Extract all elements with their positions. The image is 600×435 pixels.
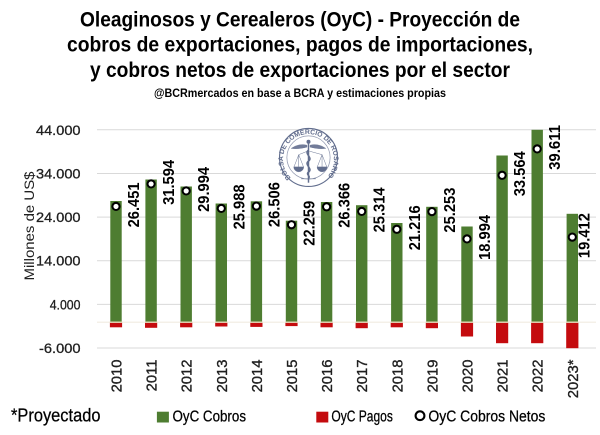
svg-text:22.259: 22.259 <box>302 201 319 246</box>
svg-text:4.000: 4.000 <box>50 297 81 312</box>
svg-text:25.314: 25.314 <box>372 187 389 232</box>
svg-text:2020: 2020 <box>461 360 477 393</box>
svg-text:2015: 2015 <box>285 360 301 393</box>
svg-text:25.253: 25.253 <box>442 188 459 233</box>
svg-text:19.412: 19.412 <box>577 213 594 258</box>
svg-text:Millones de US$: Millones de US$ <box>21 171 37 280</box>
svg-text:18.994: 18.994 <box>477 215 494 260</box>
svg-text:-6.000: -6.000 <box>39 341 81 356</box>
svg-text:14.000: 14.000 <box>36 254 81 269</box>
svg-text:2023*: 2023* <box>566 359 582 398</box>
svg-text:2013: 2013 <box>215 360 231 393</box>
svg-text:2017: 2017 <box>355 360 371 393</box>
svg-text:44.000: 44.000 <box>36 123 81 138</box>
svg-text:2011: 2011 <box>145 360 161 392</box>
svg-text:2022: 2022 <box>531 360 547 393</box>
svg-text:2021: 2021 <box>496 360 512 393</box>
svg-text:26.506: 26.506 <box>266 182 283 227</box>
svg-text:2019: 2019 <box>425 360 441 393</box>
svg-text:31.594: 31.594 <box>161 160 178 205</box>
svg-text:cobros de exportaciones, pagos: cobros de exportaciones, pagos de import… <box>67 34 533 57</box>
svg-text:OyC Cobros Netos: OyC Cobros Netos <box>428 408 545 425</box>
svg-text:26.366: 26.366 <box>337 183 354 228</box>
svg-text:29.994: 29.994 <box>196 167 213 212</box>
svg-text:*Proyectado: *Proyectado <box>11 406 101 426</box>
svg-text:2012: 2012 <box>180 360 196 393</box>
svg-text:34.000: 34.000 <box>36 167 81 182</box>
svg-text:OyC Cobros: OyC Cobros <box>173 408 247 425</box>
svg-text:2010: 2010 <box>110 360 126 393</box>
svg-text:25.988: 25.988 <box>231 184 248 229</box>
svg-text:24.000: 24.000 <box>36 210 81 225</box>
svg-text:21.216: 21.216 <box>407 205 424 250</box>
svg-text:2018: 2018 <box>390 360 406 393</box>
svg-text:2014: 2014 <box>250 360 266 393</box>
svg-text:y cobros netos de exportacione: y cobros netos de exportaciones por el s… <box>90 59 510 82</box>
svg-text:39.611: 39.611 <box>547 125 564 170</box>
svg-text:OyC Pagos: OyC Pagos <box>331 408 393 425</box>
svg-text:Oleaginosos y Cerealeros (OyC): Oleaginosos y Cerealeros (OyC) - Proyecc… <box>80 9 520 32</box>
svg-text:33.564: 33.564 <box>512 151 529 196</box>
svg-text:@BCRmercados en base a BCRA y: @BCRmercados en base a BCRA y estimacion… <box>154 88 446 100</box>
svg-text:2016: 2016 <box>320 360 336 393</box>
svg-text:26.451: 26.451 <box>126 182 143 227</box>
